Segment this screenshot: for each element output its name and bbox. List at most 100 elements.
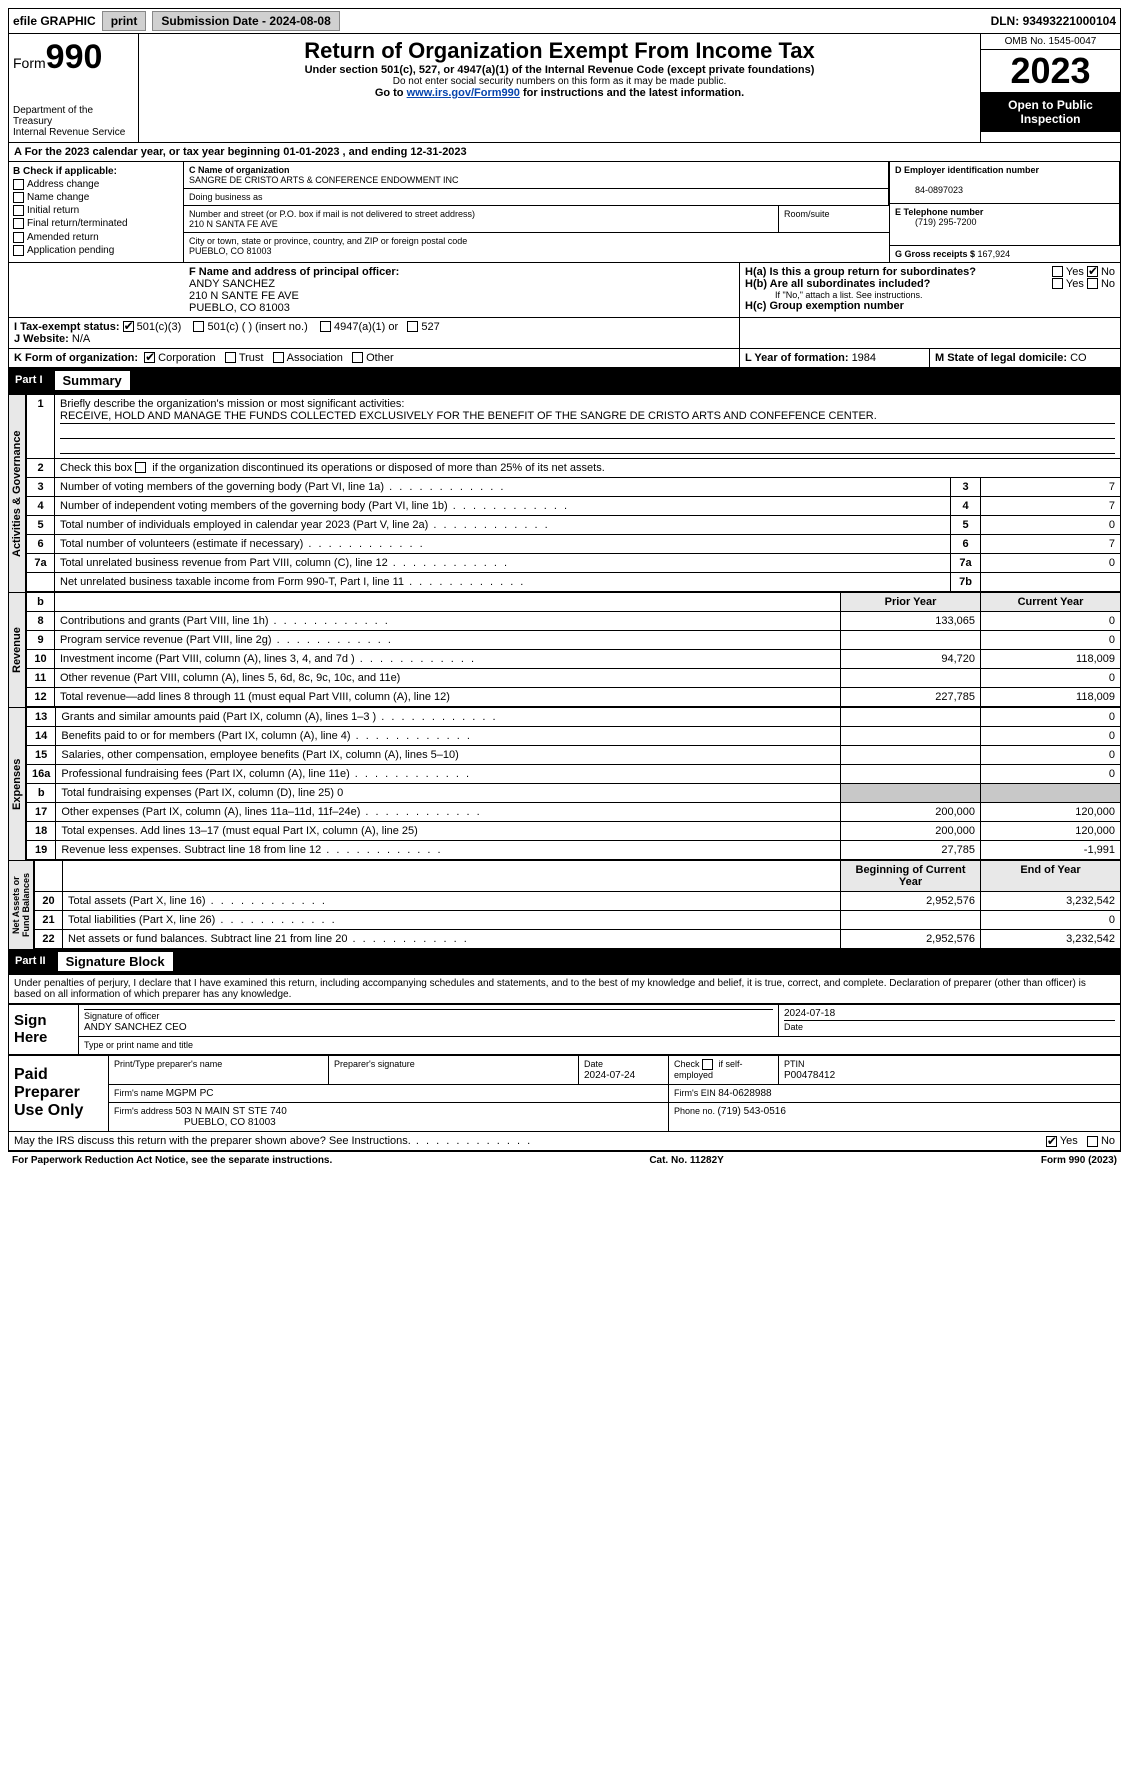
exp-row: 17Other expenses (Part IX, column (A), l… xyxy=(27,802,1121,821)
org-city: PUEBLO, CO 81003 xyxy=(189,246,272,256)
gov-row: 5Total number of individuals employed in… xyxy=(27,515,1121,534)
form-header: Form990 Department of the Treasury Inter… xyxy=(8,34,1121,143)
rev-row: 9Program service revenue (Part VIII, lin… xyxy=(27,630,1121,649)
rev-row: 11Other revenue (Part VIII, column (A), … xyxy=(27,668,1121,687)
exp-row: 19Revenue less expenses. Subtract line 1… xyxy=(27,840,1121,859)
page-footer: For Paperwork Reduction Act Notice, see … xyxy=(8,1151,1121,1169)
side-net: Net Assets or Fund Balances xyxy=(8,860,34,949)
dln: DLN: 93493221000104 xyxy=(991,14,1116,28)
gov-row: 3Number of voting members of the governi… xyxy=(27,477,1121,496)
hb-yes[interactable] xyxy=(1052,278,1063,289)
col-current-year: Current Year xyxy=(981,592,1121,611)
firm-name: MGPM PC xyxy=(166,1088,214,1099)
col-beginning: Beginning of Current Year xyxy=(841,860,981,891)
cb-assoc[interactable] xyxy=(273,352,284,363)
exp-row: 13Grants and similar amounts paid (Part … xyxy=(27,707,1121,726)
irs-link[interactable]: www.irs.gov/Form990 xyxy=(407,87,520,99)
firm-phone-label: Phone no. xyxy=(674,1106,718,1116)
mission-q: Briefly describe the organization's miss… xyxy=(60,398,404,410)
cb-final-return[interactable] xyxy=(13,218,24,229)
hb-note: If "No," attach a list. See instructions… xyxy=(745,290,1115,300)
preparer-name-label: Print/Type preparer's name xyxy=(114,1059,222,1069)
gov-row: 6Total number of volunteers (estimate if… xyxy=(27,534,1121,553)
ssn-warning: Do not enter social security numbers on … xyxy=(147,76,972,87)
side-revenue: Revenue xyxy=(8,592,26,707)
officer-addr1: 210 N SANTE FE AVE xyxy=(189,290,299,302)
cb-4947[interactable] xyxy=(320,321,331,332)
domicile-state: CO xyxy=(1070,352,1087,364)
cb-initial-return[interactable] xyxy=(13,205,24,216)
exp-row: 15Salaries, other compensation, employee… xyxy=(27,745,1121,764)
cb-501c[interactable] xyxy=(193,321,204,332)
city-label: City or town, state or province, country… xyxy=(189,236,467,246)
year-box: OMB No. 1545-0047 2023 Open to Public In… xyxy=(980,34,1120,142)
firm-addr2: PUEBLO, CO 81003 xyxy=(114,1117,276,1128)
form-ref: Form 990 (2023) xyxy=(1041,1155,1117,1166)
firm-phone: (719) 543-0516 xyxy=(718,1106,786,1117)
identity-block: B Check if applicable: Address change Na… xyxy=(8,162,1121,263)
rev-row: 10Investment income (Part VIII, column (… xyxy=(27,649,1121,668)
ein-label: D Employer identification number xyxy=(895,165,1039,175)
part1-header: Part I Summary xyxy=(8,368,1121,394)
sign-here-label: Sign Here xyxy=(9,1004,79,1054)
phone-value: (719) 295-7200 xyxy=(895,217,977,227)
rev-row: 8Contributions and grants (Part VIII, li… xyxy=(27,611,1121,630)
gross-value: 167,924 xyxy=(978,249,1011,259)
cb-discontinued[interactable] xyxy=(135,462,146,473)
col-end: End of Year xyxy=(981,860,1121,891)
discuss-no[interactable] xyxy=(1087,1136,1098,1147)
ha-yes[interactable] xyxy=(1052,266,1063,277)
preparer-sig-label: Preparer's signature xyxy=(334,1059,415,1069)
ptin-value: P00478412 xyxy=(784,1070,835,1081)
gov-row: 4Number of independent voting members of… xyxy=(27,496,1121,515)
net-row: 21Total liabilities (Part X, line 26)0 xyxy=(35,910,1121,929)
expenses-table: 13Grants and similar amounts paid (Part … xyxy=(26,707,1121,860)
ptin-label: PTIN xyxy=(784,1059,805,1069)
cb-501c3[interactable] xyxy=(123,321,134,332)
ha-no[interactable] xyxy=(1087,266,1098,277)
firm-ein-label: Firm's EIN xyxy=(674,1088,718,1098)
exp-row: 16aProfessional fundraising fees (Part I… xyxy=(27,764,1121,783)
ha-label: H(a) Is this a group return for subordin… xyxy=(745,266,976,278)
cb-trust[interactable] xyxy=(225,352,236,363)
rev-row: 12Total revenue—add lines 8 through 11 (… xyxy=(27,687,1121,706)
cb-address-change[interactable] xyxy=(13,179,24,190)
cb-other[interactable] xyxy=(352,352,363,363)
omb-number: OMB No. 1545-0047 xyxy=(981,34,1120,50)
hc-label: H(c) Group exemption number xyxy=(745,300,1115,312)
cb-corp[interactable] xyxy=(144,352,155,363)
sig-date-label: Date xyxy=(784,1022,803,1032)
cb-app-pending[interactable] xyxy=(13,245,24,256)
hb-no[interactable] xyxy=(1087,278,1098,289)
org-name: SANGRE DE CRISTO ARTS & CONFERENCE ENDOW… xyxy=(189,175,459,185)
discuss-yes[interactable] xyxy=(1046,1136,1057,1147)
submission-date: Submission Date - 2024-08-08 xyxy=(152,11,339,31)
officer-group-block: F Name and address of principal officer:… xyxy=(8,263,1121,318)
paperwork-notice: For Paperwork Reduction Act Notice, see … xyxy=(12,1155,332,1166)
net-row: 20Total assets (Part X, line 16)2,952,57… xyxy=(35,891,1121,910)
cb-527[interactable] xyxy=(407,321,418,332)
cb-self-employed[interactable] xyxy=(702,1059,713,1070)
sig-date: 2024-07-18 xyxy=(784,1008,835,1019)
mission-text: RECEIVE, HOLD AND MANAGE THE FUNDS COLLE… xyxy=(60,410,877,422)
perjury-statement: Under penalties of perjury, I declare th… xyxy=(8,975,1121,1004)
open-to-public: Open to Public Inspection xyxy=(981,92,1120,132)
type-name-label: Type or print name and title xyxy=(84,1040,193,1050)
col-prior-year: Prior Year xyxy=(841,592,981,611)
cb-amended[interactable] xyxy=(13,232,24,243)
dept-label: Department of the Treasury Internal Reve… xyxy=(13,105,134,138)
phone-label: E Telephone number xyxy=(895,207,983,217)
gov-row: Net unrelated business taxable income fr… xyxy=(27,572,1121,591)
cat-no: Cat. No. 11282Y xyxy=(649,1155,723,1166)
form-title-box: Return of Organization Exempt From Incom… xyxy=(139,34,980,142)
discuss-row: May the IRS discuss this return with the… xyxy=(8,1132,1121,1151)
instructions-link-line: Go to www.irs.gov/Form990 for instructio… xyxy=(147,87,972,99)
cb-name-change[interactable] xyxy=(13,192,24,203)
officer-name: ANDY SANCHEZ xyxy=(189,278,275,290)
side-governance: Activities & Governance xyxy=(8,394,26,592)
ein-value: 84-0897023 xyxy=(895,185,963,195)
efile-label: efile GRAPHIC xyxy=(13,14,96,28)
firm-addr-label: Firm's address xyxy=(114,1106,175,1116)
print-button[interactable]: print xyxy=(102,11,147,31)
sig-officer-label: Signature of officer xyxy=(84,1011,159,1021)
